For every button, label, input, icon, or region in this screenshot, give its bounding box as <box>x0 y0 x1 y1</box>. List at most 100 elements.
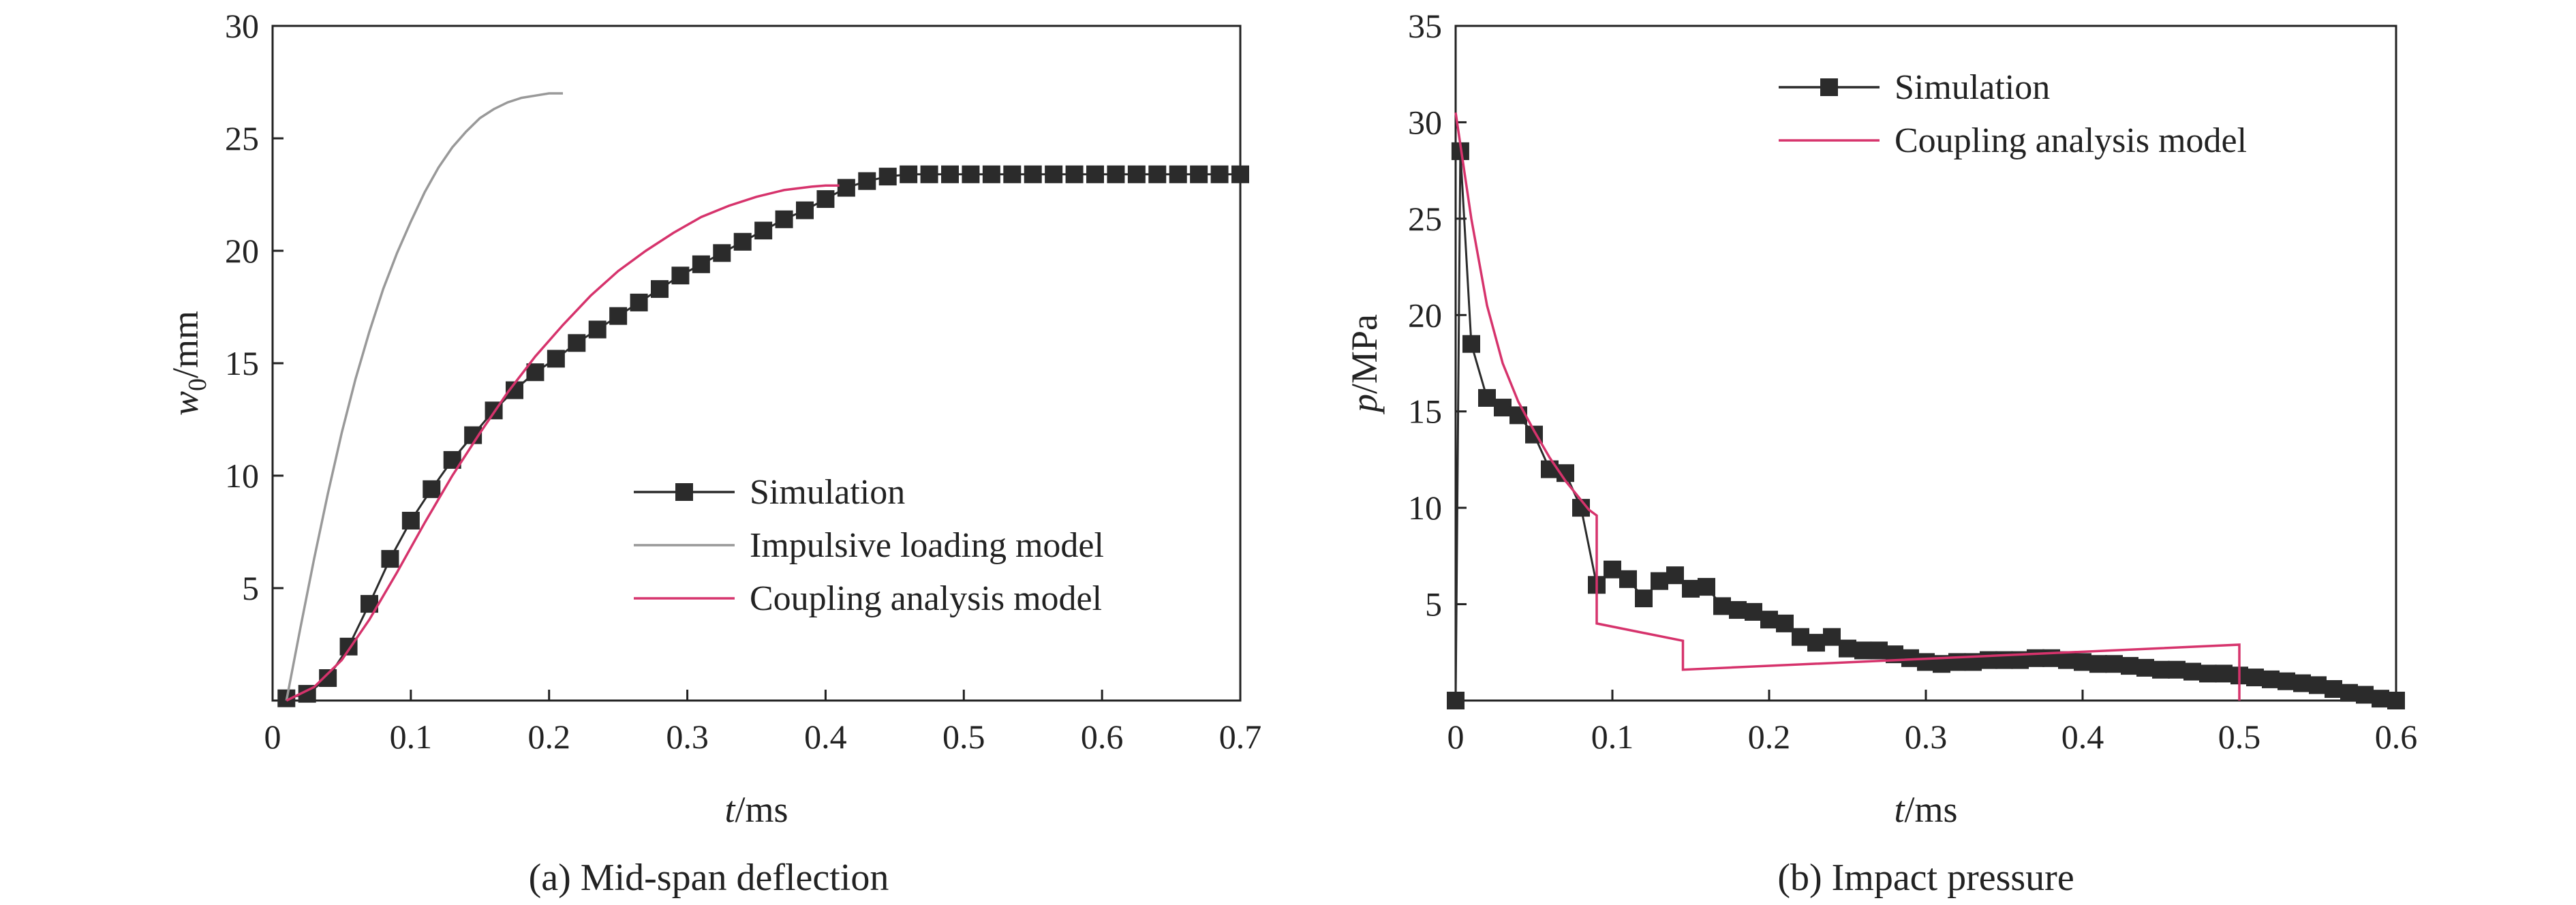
x-tick-label-a-0: 0 <box>264 718 281 756</box>
data-point-a-0-38 <box>1065 165 1084 183</box>
series-line-a-1 <box>285 92 563 701</box>
data-point-b-0-2 <box>1462 335 1480 353</box>
legend-b: Simulation Coupling analysis model <box>1779 68 2247 160</box>
data-point-b-0-60 <box>2372 690 2389 708</box>
data-point-a-0-34 <box>982 165 1000 183</box>
legend-label-a-0: Simulation <box>750 473 905 512</box>
data-point-b-0-16 <box>1682 579 1700 598</box>
y-label-rest-b: /MPa <box>1344 314 1385 394</box>
data-point-b-0-53 <box>2262 670 2280 688</box>
data-point-b-0-45 <box>2136 658 2154 677</box>
data-point-b-0-33 <box>1948 653 1966 671</box>
data-point-b-0-54 <box>2278 672 2295 690</box>
data-point-b-0-48 <box>2183 662 2201 681</box>
y-label-sub-a: 0 <box>183 378 212 391</box>
data-point-a-0-15 <box>588 320 607 339</box>
y-axis-b: 5 10 15 20 25 30 35 <box>1408 7 1467 624</box>
y-axis-label-b: p/MPa <box>1344 314 1385 415</box>
data-point-b-0-49 <box>2199 664 2217 683</box>
data-point-b-0-27 <box>1854 641 1872 660</box>
x-tick-label-b-0: 0 <box>1447 718 1465 756</box>
data-point-b-0-20 <box>1745 602 1762 621</box>
legend-label-b-1: Coupling analysis model <box>1895 121 2247 160</box>
y-label-rest-a: /mm <box>165 311 206 378</box>
data-point-b-0-41 <box>2074 653 2091 671</box>
y-tick-label-b-4: 25 <box>1408 200 1442 238</box>
data-point-a-0-31 <box>920 165 938 183</box>
y-tick-label-a-0: 5 <box>242 569 259 607</box>
data-point-a-0-26 <box>816 190 835 209</box>
data-point-b-0-4 <box>1494 399 1512 417</box>
legend-a: Simulation Impulsive loading model Couplin… <box>634 473 1104 618</box>
y-tick-label-a-3: 20 <box>225 232 259 270</box>
data-point-b-0-35 <box>1980 651 1997 669</box>
data-point-a-0-7 <box>423 480 441 498</box>
data-point-b-0-42 <box>2089 655 2107 673</box>
data-point-b-0-43 <box>2105 655 2123 673</box>
data-point-a-0-33 <box>962 165 980 183</box>
data-point-a-0-6 <box>401 512 420 530</box>
data-point-b-0-12 <box>1619 570 1637 588</box>
series-layer-a <box>277 92 1249 707</box>
y-axis-a: 5 10 15 20 25 30 <box>225 7 283 607</box>
data-point-a-0-45 <box>1210 165 1229 183</box>
legend-label-b-0: Simulation <box>1895 68 2050 107</box>
data-point-b-0-14 <box>1651 572 1668 590</box>
data-point-b-0-52 <box>2246 669 2264 687</box>
data-point-a-0-36 <box>1024 165 1042 183</box>
data-point-a-0-19 <box>671 266 690 285</box>
x-tick-label-a-4: 0.4 <box>804 718 847 756</box>
x-tick-label-a-3: 0.3 <box>666 718 709 756</box>
data-point-b-0-13 <box>1635 589 1653 608</box>
data-point-a-0-40 <box>1107 165 1125 183</box>
y-tick-label-b-2: 15 <box>1408 393 1442 431</box>
data-point-a-0-13 <box>547 350 565 368</box>
y-tick-label-a-2: 15 <box>225 344 259 382</box>
data-point-a-0-37 <box>1045 165 1063 183</box>
x-label-italic-b: t <box>1894 789 1905 830</box>
data-point-b-0-40 <box>2058 651 2076 669</box>
data-point-a-0-30 <box>900 165 918 183</box>
x-tick-label-a-7: 0.7 <box>1219 718 1262 756</box>
data-point-b-0-15 <box>1666 566 1684 585</box>
x-tick-label-b-1: 0.1 <box>1591 718 1634 756</box>
chart-panel-a: 0 0.1 0.2 0.3 0.4 0.5 0.6 0.7 5 10 15 20 25 30 Simul… <box>165 7 1261 899</box>
legend-marker-a-0 <box>675 483 693 501</box>
x-tick-label-b-2: 0.2 <box>1748 718 1791 756</box>
x-label-italic-a: t <box>724 789 736 830</box>
data-point-b-0-22 <box>1776 614 1794 632</box>
x-axis-label-b: t/ms <box>1894 789 1957 830</box>
legend-marker-b-0 <box>1820 78 1838 96</box>
data-point-a-0-46 <box>1231 165 1249 183</box>
legend-label-a-2: Coupling analysis model <box>750 579 1102 618</box>
data-point-a-0-25 <box>796 201 814 219</box>
data-point-b-0-24 <box>1807 634 1825 652</box>
data-point-a-0-27 <box>837 179 855 197</box>
y-tick-label-b-1: 10 <box>1408 489 1442 527</box>
data-point-a-0-17 <box>630 293 648 311</box>
data-point-a-0-20 <box>692 255 710 273</box>
caption-a: (a) Mid-span deflection <box>529 857 889 899</box>
y-tick-label-b-0: 5 <box>1425 585 1442 624</box>
data-point-a-0-5 <box>381 550 399 568</box>
data-point-a-0-44 <box>1190 165 1208 183</box>
y-label-italic-b: p <box>1344 394 1385 415</box>
x-tick-label-b-4: 0.4 <box>2061 718 2104 756</box>
data-point-b-0-55 <box>2293 674 2311 692</box>
y-tick-label-a-1: 10 <box>225 457 259 495</box>
x-axis-a: 0 0.1 0.2 0.3 0.4 0.5 0.6 0.7 <box>264 690 1262 756</box>
x-tick-label-b-6: 0.6 <box>2375 718 2418 756</box>
data-point-b-0-11 <box>1604 560 1621 579</box>
data-point-b-0-25 <box>1823 628 1841 646</box>
data-point-b-0-44 <box>2121 657 2138 675</box>
x-label-rest-a: /ms <box>735 789 788 830</box>
x-tick-label-b-3: 0.3 <box>1905 718 1948 756</box>
data-point-b-0-38 <box>2027 649 2044 667</box>
data-point-b-0-3 <box>1478 388 1496 407</box>
legend-label-a-1: Impulsive loading model <box>750 526 1104 565</box>
data-point-a-0-21 <box>713 244 731 262</box>
data-point-a-0-18 <box>651 280 669 298</box>
data-point-a-0-29 <box>878 168 897 186</box>
series-line-a-2 <box>286 184 840 702</box>
